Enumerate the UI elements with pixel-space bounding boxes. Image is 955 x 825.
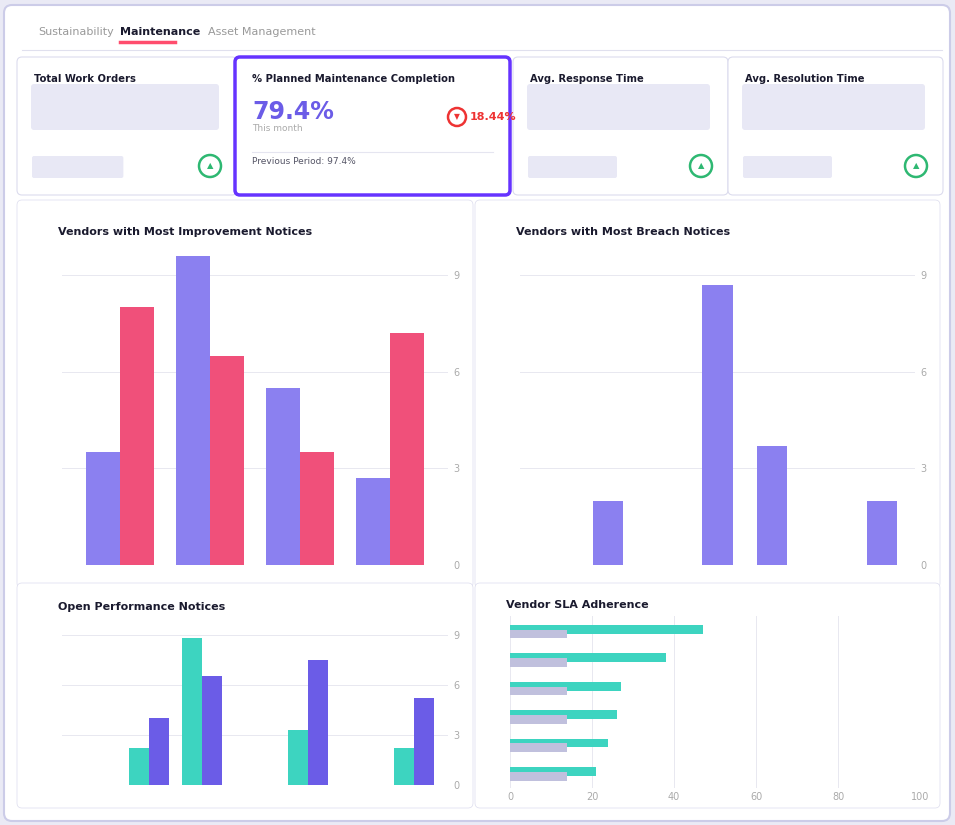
Bar [510, 710, 617, 719]
Text: % Planned Maintenance Completion: % Planned Maintenance Completion [252, 74, 455, 84]
FancyBboxPatch shape [527, 84, 710, 130]
Bar [393, 748, 414, 785]
Text: Open Performance Notices: Open Performance Notices [58, 601, 225, 611]
Text: Sustainability: Sustainability [38, 27, 114, 37]
Bar [176, 256, 210, 565]
Text: ▲: ▲ [206, 162, 213, 171]
Bar [300, 452, 334, 565]
Bar [510, 653, 666, 662]
FancyBboxPatch shape [728, 57, 943, 195]
Bar [510, 743, 567, 752]
FancyBboxPatch shape [32, 156, 123, 178]
Text: ▲: ▲ [698, 162, 704, 171]
FancyBboxPatch shape [742, 84, 925, 130]
Bar [414, 698, 434, 785]
Bar [510, 772, 567, 780]
Text: ▼: ▼ [454, 112, 460, 121]
FancyBboxPatch shape [513, 57, 728, 195]
Bar [510, 625, 703, 634]
Text: Asset Management: Asset Management [208, 27, 315, 37]
Bar [510, 629, 567, 639]
Text: 18.44%: 18.44% [470, 112, 517, 122]
Bar [510, 738, 608, 747]
FancyBboxPatch shape [528, 156, 617, 178]
Bar [355, 478, 390, 565]
Bar [265, 388, 300, 565]
Text: 79.4%: 79.4% [252, 100, 334, 124]
Bar [757, 446, 788, 565]
Text: Total Work Orders: Total Work Orders [34, 74, 136, 84]
Bar [510, 658, 567, 667]
Text: Vendors with Most Improvement Notices: Vendors with Most Improvement Notices [58, 227, 312, 237]
Bar [308, 660, 328, 785]
Bar [210, 356, 244, 565]
Text: Previous Period: 97.4%: Previous Period: 97.4% [252, 158, 356, 167]
Bar [287, 730, 308, 785]
FancyBboxPatch shape [4, 5, 950, 821]
Bar [867, 501, 897, 565]
Bar [120, 308, 155, 565]
Bar [510, 682, 621, 691]
Bar [149, 719, 169, 785]
Bar [182, 638, 202, 785]
Bar [202, 676, 223, 785]
Bar [593, 501, 623, 565]
Text: Vendors with Most Breach Notices: Vendors with Most Breach Notices [516, 227, 731, 237]
Bar [510, 715, 567, 724]
Text: This month: This month [252, 124, 303, 133]
Bar [510, 686, 567, 695]
FancyBboxPatch shape [743, 156, 832, 178]
Text: Maintenance: Maintenance [120, 27, 201, 37]
Text: Avg. Response Time: Avg. Response Time [530, 74, 644, 84]
FancyBboxPatch shape [31, 84, 219, 130]
Bar [129, 748, 149, 785]
FancyBboxPatch shape [235, 57, 510, 195]
Bar [86, 452, 120, 565]
Text: ▲: ▲ [913, 162, 920, 171]
FancyBboxPatch shape [17, 583, 473, 808]
Bar [703, 285, 732, 565]
Text: Avg. Resolution Time: Avg. Resolution Time [745, 74, 864, 84]
FancyBboxPatch shape [17, 57, 237, 195]
Bar [390, 333, 424, 565]
FancyBboxPatch shape [475, 200, 940, 588]
Bar [510, 767, 596, 775]
FancyBboxPatch shape [17, 200, 473, 588]
FancyBboxPatch shape [475, 583, 940, 808]
Text: Vendor SLA Adherence: Vendor SLA Adherence [506, 600, 648, 610]
